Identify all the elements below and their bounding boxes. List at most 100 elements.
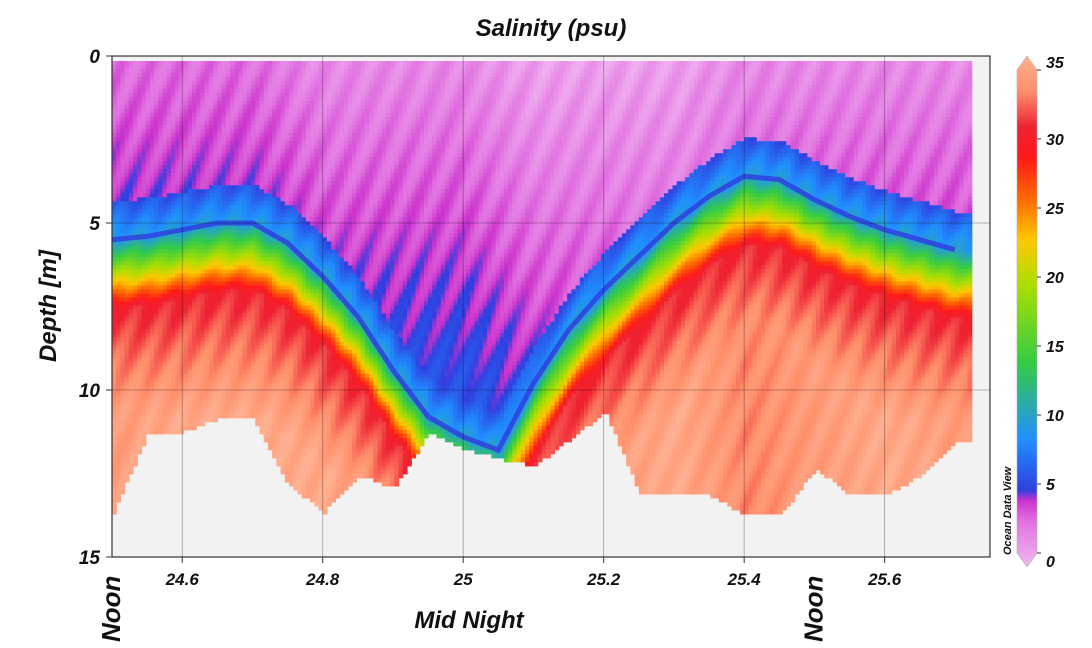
field-cell xyxy=(217,177,222,182)
field-cell xyxy=(293,69,298,74)
field-cell xyxy=(276,354,281,359)
field-cell xyxy=(112,277,117,282)
field-cell xyxy=(133,438,138,443)
field-cell xyxy=(116,378,121,383)
field-cell xyxy=(268,65,273,70)
field-cell xyxy=(201,233,206,238)
field-cell xyxy=(120,77,125,82)
field-cell xyxy=(226,306,231,311)
field-cell xyxy=(264,241,269,246)
field-cell xyxy=(293,161,298,166)
field-cell xyxy=(120,265,125,270)
field-cell xyxy=(179,237,184,242)
field-cell xyxy=(297,458,302,463)
field-cell xyxy=(251,249,256,254)
field-cell xyxy=(150,85,155,90)
field-cell xyxy=(179,213,184,218)
field-cell xyxy=(120,221,125,226)
field-cell xyxy=(184,109,189,114)
field-cell xyxy=(150,273,155,278)
field-cell xyxy=(142,285,147,290)
field-cell xyxy=(289,318,294,323)
field-cell xyxy=(213,109,218,114)
field-cell xyxy=(306,77,311,82)
field-cell xyxy=(297,318,302,323)
field-cell xyxy=(260,169,265,174)
field-cell xyxy=(285,265,290,270)
field-cell xyxy=(167,398,172,403)
field-cell xyxy=(314,237,319,242)
field-cell xyxy=(125,442,130,447)
field-cell xyxy=(184,342,189,347)
field-cell xyxy=(238,237,243,242)
field-cell xyxy=(285,374,290,379)
field-cell xyxy=(175,109,180,114)
field-cell xyxy=(179,350,184,355)
field-cell xyxy=(281,93,286,98)
field-cell xyxy=(302,414,307,419)
field-cell xyxy=(276,414,281,419)
field-cell xyxy=(146,314,151,319)
field-cell xyxy=(264,269,269,274)
field-cell xyxy=(306,81,311,86)
field-cell xyxy=(205,61,210,66)
field-cell xyxy=(314,478,319,483)
field-cell xyxy=(281,414,286,419)
field-cell xyxy=(188,398,193,403)
field-cell xyxy=(154,129,159,134)
field-cell xyxy=(243,133,248,138)
field-cell xyxy=(306,61,311,66)
field-cell xyxy=(167,386,172,391)
field-cell xyxy=(167,265,172,270)
field-cell xyxy=(293,265,298,270)
field-cell xyxy=(125,382,130,387)
field-cell xyxy=(163,245,168,250)
field-cell xyxy=(112,486,117,491)
field-cell xyxy=(137,225,142,230)
field-cell xyxy=(116,97,121,102)
field-cell xyxy=(188,141,193,146)
field-cell xyxy=(222,414,227,419)
field-cell xyxy=(306,269,311,274)
field-cell xyxy=(289,378,294,383)
field-cell xyxy=(154,273,159,278)
field-cell xyxy=(293,438,298,443)
field-cell xyxy=(150,113,155,118)
field-cell xyxy=(327,161,332,166)
field-cell xyxy=(196,161,201,166)
field-cell xyxy=(120,197,125,202)
field-cell xyxy=(116,482,121,487)
field-cell xyxy=(297,310,302,315)
field-cell xyxy=(205,414,210,419)
field-cell xyxy=(158,430,163,435)
field-cell xyxy=(260,81,265,86)
field-cell xyxy=(285,438,290,443)
field-cell xyxy=(285,193,290,198)
field-cell xyxy=(281,229,286,234)
field-cell xyxy=(188,133,193,138)
field-cell xyxy=(323,153,328,158)
field-cell xyxy=(260,201,265,206)
field-cell xyxy=(129,374,134,379)
field-cell xyxy=(167,322,172,327)
field-cell xyxy=(293,177,298,182)
field-cell xyxy=(112,297,117,302)
field-cell xyxy=(293,466,298,471)
field-cell xyxy=(137,261,142,266)
field-cell xyxy=(285,398,290,403)
field-cell xyxy=(302,482,307,487)
field-cell xyxy=(255,81,260,86)
field-cell xyxy=(297,277,302,282)
field-cell xyxy=(192,394,197,399)
field-cell xyxy=(306,354,311,359)
field-cell xyxy=(142,73,147,78)
field-cell xyxy=(167,334,172,339)
field-cell xyxy=(213,89,218,94)
field-cell xyxy=(196,61,201,66)
field-cell xyxy=(125,402,130,407)
field-cell xyxy=(201,125,206,130)
field-cell xyxy=(154,161,159,166)
field-cell xyxy=(306,330,311,335)
field-cell xyxy=(142,225,147,230)
field-cell xyxy=(264,197,269,202)
